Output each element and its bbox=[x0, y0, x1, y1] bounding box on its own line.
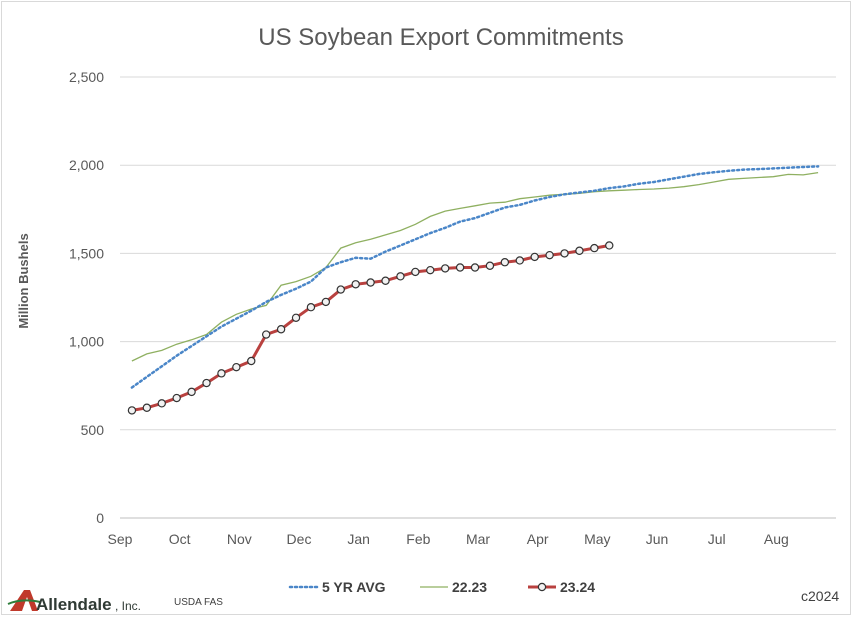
y-tick-label: 1,500 bbox=[69, 245, 104, 261]
data-point bbox=[232, 362, 241, 372]
data-point bbox=[291, 313, 301, 322]
data-point bbox=[440, 264, 450, 273]
data-point bbox=[157, 399, 166, 408]
data-point bbox=[515, 256, 524, 265]
y-tick-label: 500 bbox=[81, 422, 105, 438]
data-point bbox=[351, 280, 360, 289]
legend: 5 YR AVG 22.23 23.24 bbox=[288, 579, 595, 595]
data-point bbox=[127, 406, 137, 415]
data-point bbox=[426, 265, 435, 275]
data-point bbox=[500, 258, 510, 267]
series-lines bbox=[127, 165, 820, 415]
series-line-5-yr-avg bbox=[130, 165, 820, 389]
legend-label: 5 YR AVG bbox=[322, 579, 386, 595]
x-tick-label: Aug bbox=[764, 531, 789, 547]
data-point bbox=[590, 243, 599, 253]
data-point bbox=[336, 285, 345, 294]
legend-item: 22.23 bbox=[420, 579, 487, 595]
data-point bbox=[545, 250, 554, 260]
legend-label: 23.24 bbox=[560, 579, 595, 595]
y-tick-label: 2,000 bbox=[69, 157, 104, 173]
x-tick-label: Jul bbox=[708, 531, 726, 547]
data-point bbox=[605, 241, 614, 250]
gridlines bbox=[120, 76, 836, 519]
data-point bbox=[217, 369, 226, 378]
legend-item: 23.24 bbox=[528, 579, 595, 595]
data-point bbox=[470, 263, 480, 272]
y-tick-label: 0 bbox=[96, 510, 104, 526]
data-point bbox=[411, 267, 420, 277]
data-point bbox=[261, 330, 271, 339]
x-tick-label: Sep bbox=[108, 531, 133, 547]
data-point bbox=[381, 276, 390, 285]
y-tick-labels: 0 500 1,000 1,500 2,000 2,500 bbox=[69, 69, 104, 526]
x-tick-label: Apr bbox=[527, 531, 549, 547]
data-point bbox=[172, 393, 181, 403]
data-point bbox=[396, 272, 405, 281]
logo-name: Allendale bbox=[36, 595, 112, 614]
data-point bbox=[530, 252, 539, 262]
chart-title: US Soybean Export Commitments bbox=[258, 24, 623, 51]
data-point bbox=[485, 261, 495, 270]
copyright-note: c2024 bbox=[801, 588, 839, 604]
data-point bbox=[187, 387, 196, 397]
x-tick-label: Dec bbox=[287, 531, 312, 547]
data-point bbox=[321, 297, 331, 307]
source-note: USDA FAS bbox=[174, 597, 223, 608]
logo-swoosh-icon bbox=[7, 599, 41, 605]
x-tick-label: Jun bbox=[646, 531, 669, 547]
legend-marker bbox=[537, 582, 547, 592]
data-point bbox=[202, 378, 211, 388]
allendale-logo: Allendale , Inc. bbox=[7, 590, 141, 614]
data-point bbox=[366, 278, 375, 287]
series-line-22-23 bbox=[131, 171, 819, 362]
y-axis-label: Million Bushels bbox=[16, 233, 31, 328]
x-tick-label: May bbox=[584, 531, 610, 547]
x-tick-labels: Sep Oct Nov Dec Jan Feb Mar Apr May Jun Jul Aug bbox=[108, 531, 789, 547]
y-tick-label: 1,000 bbox=[69, 334, 104, 350]
x-tick-label: Mar bbox=[466, 531, 490, 547]
data-point bbox=[455, 263, 465, 272]
data-point bbox=[575, 246, 584, 255]
logo-suffix: , Inc. bbox=[115, 599, 141, 613]
data-point bbox=[142, 403, 152, 412]
y-tick-label: 2,500 bbox=[69, 69, 104, 85]
data-point bbox=[560, 249, 569, 258]
x-tick-label: Nov bbox=[227, 531, 252, 547]
legend-item: 5 YR AVG bbox=[288, 579, 386, 595]
data-point bbox=[247, 356, 256, 366]
data-point bbox=[276, 325, 286, 334]
data-point bbox=[306, 303, 316, 312]
legend-label: 22.23 bbox=[452, 579, 487, 595]
x-tick-label: Feb bbox=[406, 531, 430, 547]
x-tick-label: Oct bbox=[169, 531, 191, 547]
x-tick-label: Jan bbox=[347, 531, 370, 547]
